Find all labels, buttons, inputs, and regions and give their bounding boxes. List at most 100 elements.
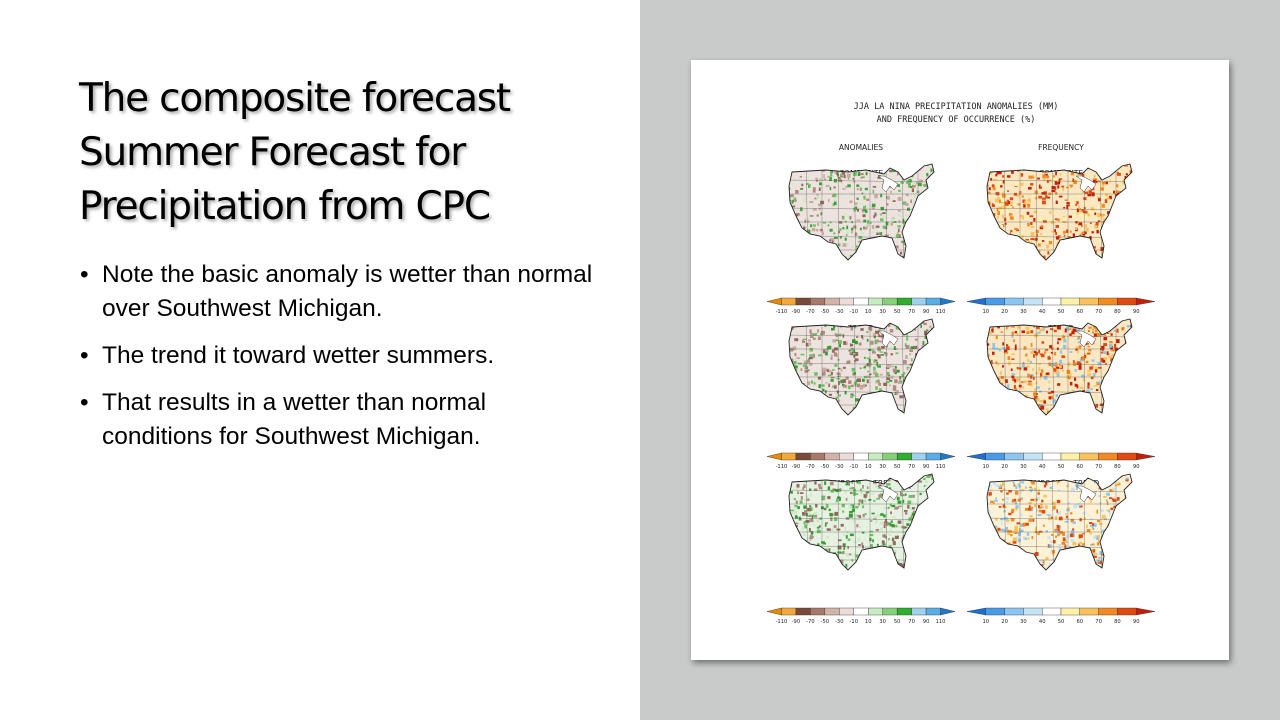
frequency-colorbar-1: 10 20 30 40 50 60 70 80 90 — [966, 297, 1156, 315]
colorbar-segment — [824, 607, 840, 616]
colorbar-segment — [853, 607, 869, 616]
colorbar-segment — [1135, 297, 1156, 306]
colorbar-segment — [795, 452, 811, 461]
colorbar-segment — [1004, 452, 1024, 461]
colorbar-segment — [810, 607, 826, 616]
colorbar-tick-label: 40 — [1039, 309, 1046, 315]
colorbar-segment — [781, 607, 797, 616]
colorbar-segment — [1060, 452, 1080, 461]
colorbar-segment — [1117, 297, 1137, 306]
colorbar-tick-label: -10 — [850, 464, 858, 470]
colorbar-tick-label: 10 — [865, 464, 872, 470]
colorbar-segment — [795, 297, 811, 306]
colorbar-tick-label: 90 — [1133, 464, 1140, 470]
colorbar-tick-label: -90 — [792, 619, 800, 625]
colorbar-tick-label: -90 — [792, 309, 800, 315]
colorbar-segment — [911, 452, 927, 461]
figure-canvas: JJA LA NINA PRECIPITATION ANOMALIES (MM)… — [766, 102, 1156, 625]
map-frequency-composite-trend — [986, 473, 1133, 571]
colorbar-segment — [781, 297, 797, 306]
colorbar-segment — [810, 297, 826, 306]
colorbar-tick-label: -50 — [821, 464, 829, 470]
map-anomaly-composite-trend — [788, 473, 935, 571]
colorbar-segment — [896, 452, 912, 461]
colorbar-segment — [1060, 297, 1080, 306]
colorbar-tick-label: 90 — [923, 464, 930, 470]
colorbars-layer: -110 -90 -70 -50 -30 -10 10 30 50 70 90 110 10 20 30 40… — [766, 297, 1156, 625]
colorbar-segment — [839, 607, 854, 616]
colorbar-tick-label: 10 — [865, 619, 872, 625]
colorbar-tick-label: 20 — [1001, 619, 1008, 625]
colorbar-segment — [1117, 607, 1137, 616]
colorbar-tick-label: 30 — [879, 619, 886, 625]
colorbar-tick-label: 50 — [1058, 309, 1065, 315]
colorbar-tick-label: 90 — [923, 309, 930, 315]
colorbar-segment — [1023, 607, 1043, 616]
colorbar-segment — [911, 607, 927, 616]
colorbar-tick-label: -70 — [806, 309, 814, 315]
colorbar-segment — [824, 297, 840, 306]
colorbar-tick-label: 70 — [1095, 464, 1102, 470]
colorbar-segment — [966, 607, 986, 616]
colorbar-tick-label: 50 — [894, 309, 901, 315]
colorbar-tick-label: 110 — [936, 619, 946, 625]
colorbar-segment — [868, 607, 883, 616]
colorbar-segment — [940, 297, 956, 306]
colorbar-tick-label: 20 — [1001, 464, 1008, 470]
figure-title-line1: JJA LA NINA PRECIPITATION ANOMALIES (MM) — [854, 102, 1059, 112]
colorbar-tick-label: 50 — [894, 619, 901, 625]
colorbar-segment — [925, 607, 941, 616]
colorbar-tick-label: 40 — [1039, 619, 1046, 625]
frequency-colorbar-3: 10 20 30 40 50 60 70 80 90 — [966, 607, 1156, 625]
colorbar-segment — [1023, 297, 1043, 306]
colorbar-segment — [896, 607, 912, 616]
bullet-item: Note the basic anomaly is wetter than no… — [80, 258, 600, 326]
colorbar-segment — [1041, 297, 1062, 306]
colorbar-segment — [985, 607, 1005, 616]
colorbar-segment — [1135, 452, 1156, 461]
colorbar-segment — [766, 607, 782, 616]
colorbar-tick-label: -90 — [792, 464, 800, 470]
cpc-precipitation-figure: JJA LA NINA PRECIPITATION ANOMALIES (MM)… — [691, 60, 1229, 660]
colorbar-segment — [882, 297, 898, 306]
colorbar-segment — [882, 607, 898, 616]
colorbar-tick-label: 30 — [879, 309, 886, 315]
anomaly-colorbar-2: -110 -90 -70 -50 -30 -10 10 30 50 70 90 110 — [766, 452, 956, 470]
colorbar-tick-label: 10 — [982, 464, 989, 470]
colorbar-tick-label: 60 — [1076, 464, 1083, 470]
bullet-item: The trend it toward wetter summers. — [80, 339, 600, 373]
colorbar-tick-label: 60 — [1076, 309, 1083, 315]
colorbar-segment — [1004, 607, 1024, 616]
anomaly-colorbar-3: -110 -90 -70 -50 -30 -10 10 30 50 70 90 110 — [766, 607, 956, 625]
colorbar-tick-label: 70 — [908, 619, 915, 625]
colorbar-tick-label: 110 — [936, 464, 946, 470]
colorbar-segment — [940, 607, 956, 616]
colorbar-tick-label: 80 — [1114, 619, 1121, 625]
colorbar-tick-label: 80 — [1114, 464, 1121, 470]
colorbar-segment — [1098, 297, 1118, 306]
colorbar-segment — [911, 297, 927, 306]
colorbar-segment — [1060, 607, 1080, 616]
colorbar-segment — [766, 297, 782, 306]
colorbar-segment — [1004, 297, 1024, 306]
colorbar-segment — [1079, 452, 1099, 461]
colorbar-tick-label: 10 — [982, 309, 989, 315]
colorbar-segment — [1041, 607, 1062, 616]
colorbar-tick-label: 110 — [936, 309, 946, 315]
colorbar-tick-label: 70 — [908, 464, 915, 470]
colorbar-tick-label: 50 — [1058, 619, 1065, 625]
colorbar-segment — [925, 297, 941, 306]
colorbar-segment — [1023, 452, 1043, 461]
colorbar-tick-label: 60 — [1076, 619, 1083, 625]
colorbar-segment — [1117, 452, 1137, 461]
colorbar-tick-label: -30 — [835, 464, 843, 470]
colorbar-tick-label: 70 — [908, 309, 915, 315]
colorbar-tick-label: 30 — [1020, 619, 1027, 625]
colorbar-tick-label: 10 — [865, 309, 872, 315]
colorbar-segment — [985, 452, 1005, 461]
colorbar-segment — [853, 452, 869, 461]
colorbar-segment — [1098, 452, 1118, 461]
colorbar-tick-label: 90 — [1133, 309, 1140, 315]
colorbar-segment — [1041, 452, 1062, 461]
colorbar-segment — [940, 452, 956, 461]
